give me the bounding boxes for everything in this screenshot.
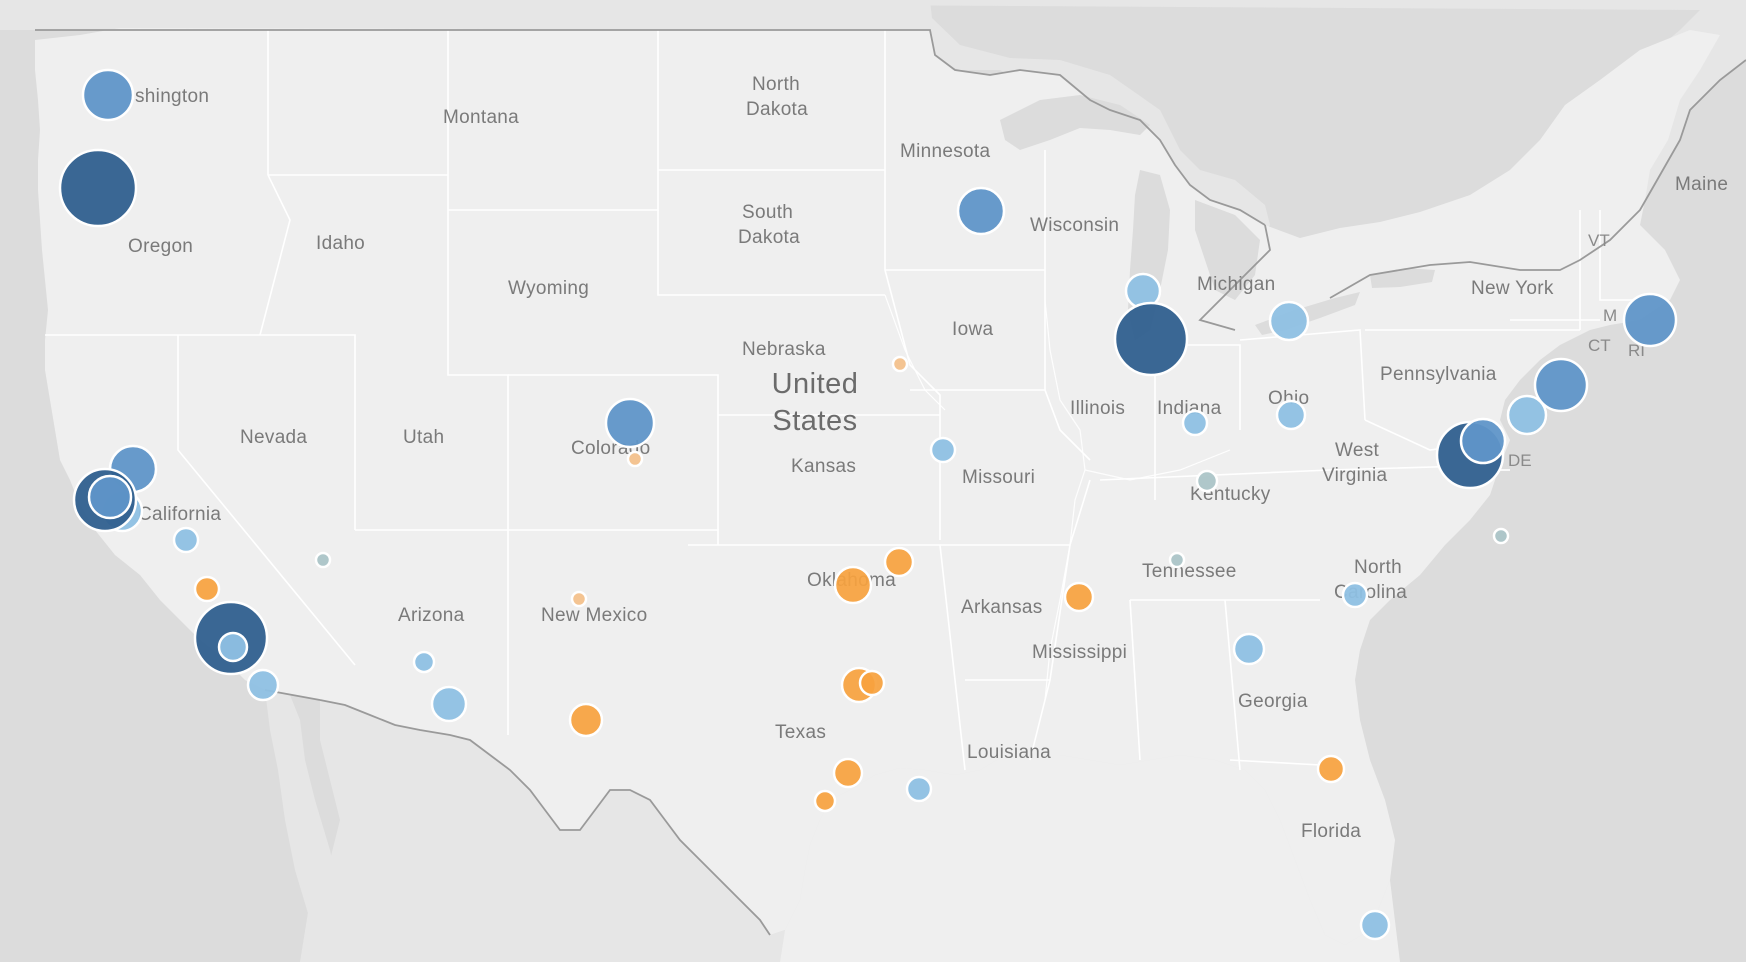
state-label-west-virginia-2: Virginia: [1322, 465, 1388, 486]
state-label-tennessee: Tennessee: [1142, 561, 1237, 582]
marker-san-antonio[interactable]: [813, 789, 837, 813]
marker-bakersfield[interactable]: [193, 575, 221, 603]
state-label-utah: Utah: [403, 427, 444, 448]
marker-memphis[interactable]: [1063, 581, 1095, 613]
state-label-new-york: New York: [1471, 278, 1554, 299]
marker-long-beach[interactable]: [217, 631, 249, 663]
gulf-white-area: [780, 755, 1400, 962]
marker-tucson[interactable]: [430, 685, 468, 723]
marker-albuquerque[interactable]: [570, 590, 588, 608]
marker-virginia-beach[interactable]: [1492, 527, 1510, 545]
state-label-nevada: Nevada: [240, 427, 307, 448]
state-label-california: California: [138, 504, 221, 525]
marker-houston[interactable]: [905, 775, 933, 803]
state-label-florida: Florida: [1301, 821, 1361, 842]
state-label-arizona: Arizona: [398, 605, 465, 626]
marker-las-vegas[interactable]: [314, 551, 332, 569]
state-label-pennsylvania: Pennsylvania: [1380, 364, 1497, 385]
state-label-vt: VT: [1588, 231, 1610, 250]
country-borders: [35, 29, 1746, 936]
state-label-south-dakota-1: South: [742, 202, 793, 223]
state-label-oregon: Oregon: [128, 236, 193, 257]
state-label-south-dakota-2: Dakota: [738, 227, 800, 248]
state-label-wyoming: Wyoming: [508, 278, 589, 299]
state-label-nebraska: Nebraska: [742, 339, 826, 360]
marker-tulsa[interactable]: [883, 546, 915, 578]
state-label-north-carolina-1: North: [1354, 557, 1402, 578]
state-label-washington: shington: [135, 86, 209, 107]
marker-fresno[interactable]: [172, 526, 200, 554]
marker-new-york-city[interactable]: [1533, 357, 1589, 413]
state-label-ma: M: [1603, 306, 1617, 325]
state-label-illinois: Illinois: [1070, 398, 1125, 419]
country-label-line-1: United: [772, 368, 859, 400]
state-label-wisconsin: Wisconsin: [1030, 215, 1119, 236]
marker-austin[interactable]: [832, 757, 864, 789]
country-label-line-2: States: [772, 405, 857, 437]
marker-colorado-springs[interactable]: [626, 450, 644, 468]
state-label-maine: Maine: [1675, 174, 1728, 195]
state-label-kansas: Kansas: [791, 456, 856, 477]
mexico-land: [300, 700, 785, 962]
marker-el-paso[interactable]: [568, 702, 604, 738]
marker-jacksonville[interactable]: [1316, 754, 1346, 784]
marker-philadelphia[interactable]: [1506, 394, 1548, 436]
state-label-mississippi: Mississippi: [1032, 642, 1127, 663]
state-label-ri: RI: [1628, 341, 1645, 360]
marker-portland[interactable]: [58, 148, 138, 228]
marker-omaha[interactable]: [891, 355, 909, 373]
marker-chicago[interactable]: [1113, 301, 1189, 377]
marker-baltimore[interactable]: [1459, 417, 1507, 465]
marker-charlotte[interactable]: [1341, 581, 1369, 609]
marker-nashville[interactable]: [1168, 551, 1186, 569]
state-labels: shington Oregon Idaho Montana North Dako…: [128, 74, 1728, 842]
state-label-iowa: Iowa: [952, 319, 993, 340]
state-label-de: DE: [1508, 451, 1532, 470]
state-label-louisiana: Louisiana: [967, 742, 1051, 763]
markers-layer[interactable]: [58, 68, 1678, 941]
state-label-ct: CT: [1588, 336, 1611, 355]
rivers: [884, 294, 1231, 701]
marker-columbus[interactable]: [1275, 399, 1307, 431]
state-label-north-dakota-2: Dakota: [746, 99, 808, 120]
marker-detroit[interactable]: [1268, 300, 1310, 342]
lake-superior: [1000, 95, 1150, 150]
marker-seattle[interactable]: [81, 68, 135, 122]
state-label-west-virginia-1: West: [1335, 440, 1380, 461]
marker-oklahoma-city[interactable]: [833, 565, 873, 605]
marker-indianapolis[interactable]: [1181, 409, 1209, 437]
marker-atlanta[interactable]: [1232, 632, 1266, 666]
marker-oakland[interactable]: [87, 474, 133, 520]
canada-west-land: [0, 0, 1270, 260]
marker-denver[interactable]: [604, 397, 656, 449]
state-label-minnesota: Minnesota: [900, 141, 990, 162]
state-label-georgia: Georgia: [1238, 691, 1308, 712]
state-label-new-mexico: New Mexico: [541, 605, 647, 626]
state-label-montana: Montana: [443, 107, 519, 128]
marker-dallas[interactable]: [858, 669, 886, 697]
marker-san-diego[interactable]: [246, 668, 280, 702]
state-label-michigan: Michigan: [1197, 274, 1275, 295]
state-label-north-dakota-1: North: [752, 74, 800, 95]
marker-boston[interactable]: [1622, 292, 1678, 348]
state-label-arkansas: Arkansas: [961, 597, 1043, 618]
marker-kansas-city[interactable]: [929, 436, 957, 464]
marker-louisville[interactable]: [1195, 469, 1219, 493]
state-label-missouri: Missouri: [962, 467, 1035, 488]
state-label-idaho: Idaho: [316, 233, 365, 254]
marker-miami[interactable]: [1359, 909, 1391, 941]
marker-mesa[interactable]: [412, 650, 436, 674]
state-label-indiana: Indiana: [1157, 398, 1222, 419]
marker-minneapolis[interactable]: [956, 186, 1006, 236]
state-label-texas: Texas: [775, 722, 826, 743]
baja-peninsula: [265, 690, 345, 962]
